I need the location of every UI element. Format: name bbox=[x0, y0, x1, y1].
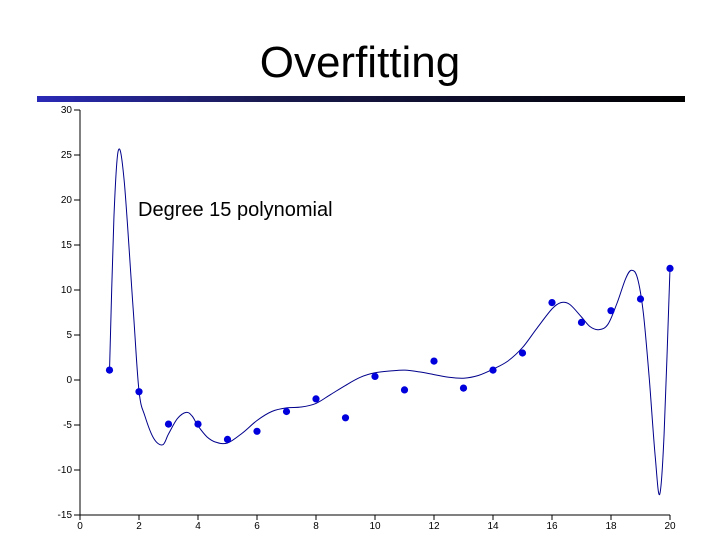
title-underline bbox=[37, 96, 685, 102]
data-point bbox=[666, 264, 674, 272]
x-tick-label: 10 bbox=[369, 521, 381, 532]
data-point bbox=[135, 388, 143, 396]
data-point bbox=[636, 295, 645, 303]
data-points bbox=[105, 264, 674, 443]
y-tick-label: -5 bbox=[63, 420, 72, 431]
data-point bbox=[577, 318, 586, 326]
x-tick-label: 20 bbox=[664, 521, 676, 532]
data-point bbox=[459, 384, 468, 392]
data-point bbox=[282, 407, 291, 416]
data-point bbox=[371, 372, 379, 380]
y-tick-label: 10 bbox=[61, 285, 73, 296]
data-point bbox=[518, 349, 527, 357]
curve-annotation: Degree 15 polynomial bbox=[138, 199, 333, 221]
data-point bbox=[194, 420, 202, 428]
slide-title: Overfitting bbox=[259, 38, 461, 87]
x-tick-label: 0 bbox=[77, 521, 83, 532]
y-tick-label: 20 bbox=[61, 195, 73, 206]
y-tick-label: 0 bbox=[66, 375, 72, 386]
data-point bbox=[548, 299, 556, 307]
data-point bbox=[253, 427, 261, 435]
data-point bbox=[164, 420, 173, 428]
data-point bbox=[607, 307, 615, 315]
x-tick-label: 2 bbox=[136, 521, 142, 532]
x-tick-label: 18 bbox=[605, 521, 617, 532]
y-tick-label: 25 bbox=[61, 150, 73, 161]
polynomial-curve bbox=[109, 148, 671, 496]
y-tick-label: 30 bbox=[61, 105, 73, 116]
x-tick-label: 4 bbox=[195, 521, 201, 532]
y-tick-label: -10 bbox=[58, 465, 73, 476]
x-tick-label: 8 bbox=[313, 521, 319, 532]
x-tick-label: 6 bbox=[254, 521, 260, 532]
data-point bbox=[430, 357, 438, 365]
x-tick-label: 16 bbox=[546, 521, 558, 532]
y-tick-label: 15 bbox=[61, 240, 73, 251]
data-point bbox=[105, 366, 114, 374]
data-point bbox=[223, 435, 232, 443]
data-point bbox=[489, 366, 497, 374]
data-point bbox=[312, 395, 320, 403]
y-tick-label: 5 bbox=[66, 330, 72, 341]
data-point bbox=[341, 414, 350, 422]
x-tick-label: 12 bbox=[428, 521, 440, 532]
data-point bbox=[400, 386, 409, 394]
x-tick-label: 14 bbox=[487, 521, 499, 532]
y-tick-label: -15 bbox=[58, 510, 73, 521]
axis-ticks: 30 25 20 15 10 5 0 -5 -10 -15 0 2 4 6 8 10 12 14 16 18 20 bbox=[58, 105, 676, 532]
